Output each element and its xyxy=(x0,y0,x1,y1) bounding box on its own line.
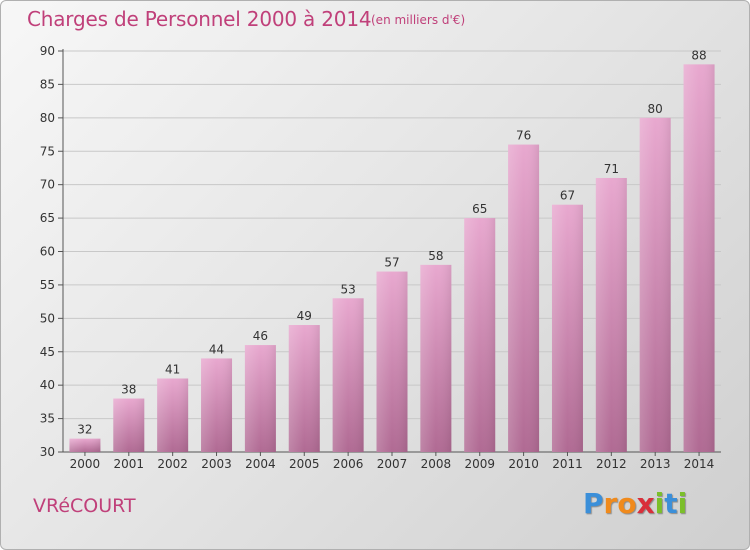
y-tick-label: 40 xyxy=(40,378,55,392)
bar-shine-2000 xyxy=(69,438,101,452)
data-label-2005: 49 xyxy=(297,309,312,323)
x-tick-label: 2014 xyxy=(684,457,715,471)
labels: 30 35 40 45 50 55 60 65 70 75 80 85 90 2000 32 2001 38 20… xyxy=(40,44,715,471)
x-tick-label: 2008 xyxy=(421,457,452,471)
logo-letter: i xyxy=(677,487,688,520)
bar-shine-2008 xyxy=(420,264,452,452)
y-tick-label: 60 xyxy=(40,245,55,259)
y-tick-label: 30 xyxy=(40,445,55,459)
y-tick-label: 90 xyxy=(40,44,55,58)
bar-shine-2003 xyxy=(201,358,233,452)
y-tick-label: 45 xyxy=(40,345,55,359)
bar-shine-2004 xyxy=(244,345,276,452)
bar-shine-2005 xyxy=(288,325,320,452)
x-tick-label: 2000 xyxy=(70,457,101,471)
data-label-2012: 71 xyxy=(604,162,619,176)
chart-subtitle: (en milliers d'€) xyxy=(371,13,466,27)
bar-shine-2013 xyxy=(639,117,671,452)
logo-letter: x xyxy=(636,487,655,520)
x-tick-label: 2009 xyxy=(464,457,495,471)
data-label-2002: 41 xyxy=(165,362,180,376)
y-tick-label: 50 xyxy=(40,311,55,325)
data-label-2011: 67 xyxy=(560,189,575,203)
chart-title: Charges de Personnel 2000 à 2014 xyxy=(27,7,372,31)
data-label-2001: 38 xyxy=(121,383,136,397)
bar-shine-2006 xyxy=(332,298,364,452)
bar-shine-2014 xyxy=(683,64,715,452)
x-tick-label: 2005 xyxy=(289,457,320,471)
x-tick-label: 2006 xyxy=(333,457,364,471)
y-tick-label: 35 xyxy=(40,412,55,426)
logo-letter: r xyxy=(603,487,618,520)
x-tick-label: 2010 xyxy=(508,457,539,471)
bars xyxy=(69,64,715,453)
x-tick-label: 2013 xyxy=(640,457,671,471)
y-tick-label: 80 xyxy=(40,111,55,125)
x-tick-label: 2007 xyxy=(377,457,408,471)
bar-shine-2007 xyxy=(376,271,408,452)
logo-letter: P xyxy=(583,487,604,520)
commune-name: VRéCOURT xyxy=(33,495,136,517)
data-label-2004: 46 xyxy=(253,329,268,343)
data-label-2000: 32 xyxy=(77,423,92,437)
x-tick-label: 2001 xyxy=(114,457,145,471)
data-label-2007: 57 xyxy=(384,256,399,270)
data-label-2010: 76 xyxy=(516,129,531,143)
x-tick-label: 2011 xyxy=(552,457,583,471)
x-tick-label: 2003 xyxy=(201,457,232,471)
data-label-2003: 44 xyxy=(209,342,224,356)
y-tick-label: 55 xyxy=(40,278,55,292)
proxiti-logo: Proxiti xyxy=(583,487,687,520)
bar-shine-2002 xyxy=(157,378,189,452)
data-label-2008: 58 xyxy=(428,249,443,263)
data-label-2014: 88 xyxy=(691,48,706,62)
data-label-2006: 53 xyxy=(340,282,355,296)
bar-shine-2012 xyxy=(595,177,627,452)
y-tick-label: 65 xyxy=(40,211,55,225)
y-tick-label: 70 xyxy=(40,178,55,192)
data-label-2009: 65 xyxy=(472,202,487,216)
y-tick-label: 75 xyxy=(40,144,55,158)
x-tick-label: 2002 xyxy=(157,457,188,471)
x-tick-label: 2004 xyxy=(245,457,276,471)
bar-shine-2010 xyxy=(508,144,540,453)
x-tick-label: 2012 xyxy=(596,457,627,471)
data-label-2013: 80 xyxy=(648,102,663,116)
bar-shine-2001 xyxy=(113,398,145,452)
logo-letter: o xyxy=(617,487,637,520)
bar-shine-2011 xyxy=(551,204,583,452)
y-tick-label: 85 xyxy=(40,77,55,91)
logo-letter: i xyxy=(654,487,665,520)
bar-shine-2009 xyxy=(464,218,496,452)
logo-letter: t xyxy=(664,487,678,520)
